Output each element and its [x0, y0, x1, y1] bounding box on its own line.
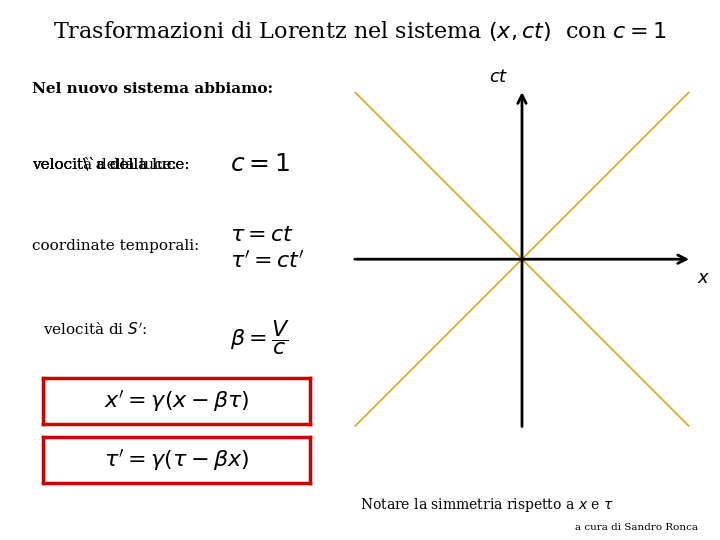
Text: coordinate temporali:: coordinate temporali: [32, 239, 199, 253]
Text: $x' = \gamma(x - \beta\tau)$: $x' = \gamma(x - \beta\tau)$ [104, 388, 249, 414]
Text: velocit\`a della luce:: velocit\`a della luce: [32, 158, 190, 172]
Text: a cura di Sandro Ronca: a cura di Sandro Ronca [575, 523, 698, 532]
Text: $x$: $x$ [697, 269, 710, 287]
Text: $\tau' = \gamma(\tau - \beta x)$: $\tau' = \gamma(\tau - \beta x)$ [104, 448, 249, 473]
Text: $\tau' = ct'$: $\tau' = ct'$ [230, 251, 305, 273]
Text: Notare la simmetria rispetto a $x$ e $\tau$: Notare la simmetria rispetto a $x$ e $\t… [360, 496, 613, 514]
Text: velocit\`a della luce:: velocit\`a della luce: [32, 158, 190, 172]
Text: velocità della luce:: velocità della luce: [32, 158, 177, 172]
Text: $\tau = ct$: $\tau = ct$ [230, 224, 294, 246]
Text: $\beta = \dfrac{V}{c}$: $\beta = \dfrac{V}{c}$ [230, 318, 290, 357]
Text: Nel nuovo sistema abbiamo:: Nel nuovo sistema abbiamo: [32, 82, 274, 96]
Text: Trasformazioni di Lorentz nel sistema $(x,ct)$  con $c = 1$: Trasformazioni di Lorentz nel sistema $(… [53, 19, 667, 43]
Text: velocità di $S'$:: velocità di $S'$: [43, 321, 148, 338]
Text: $ct$: $ct$ [489, 68, 508, 86]
Text: $c = 1$: $c = 1$ [230, 153, 290, 176]
